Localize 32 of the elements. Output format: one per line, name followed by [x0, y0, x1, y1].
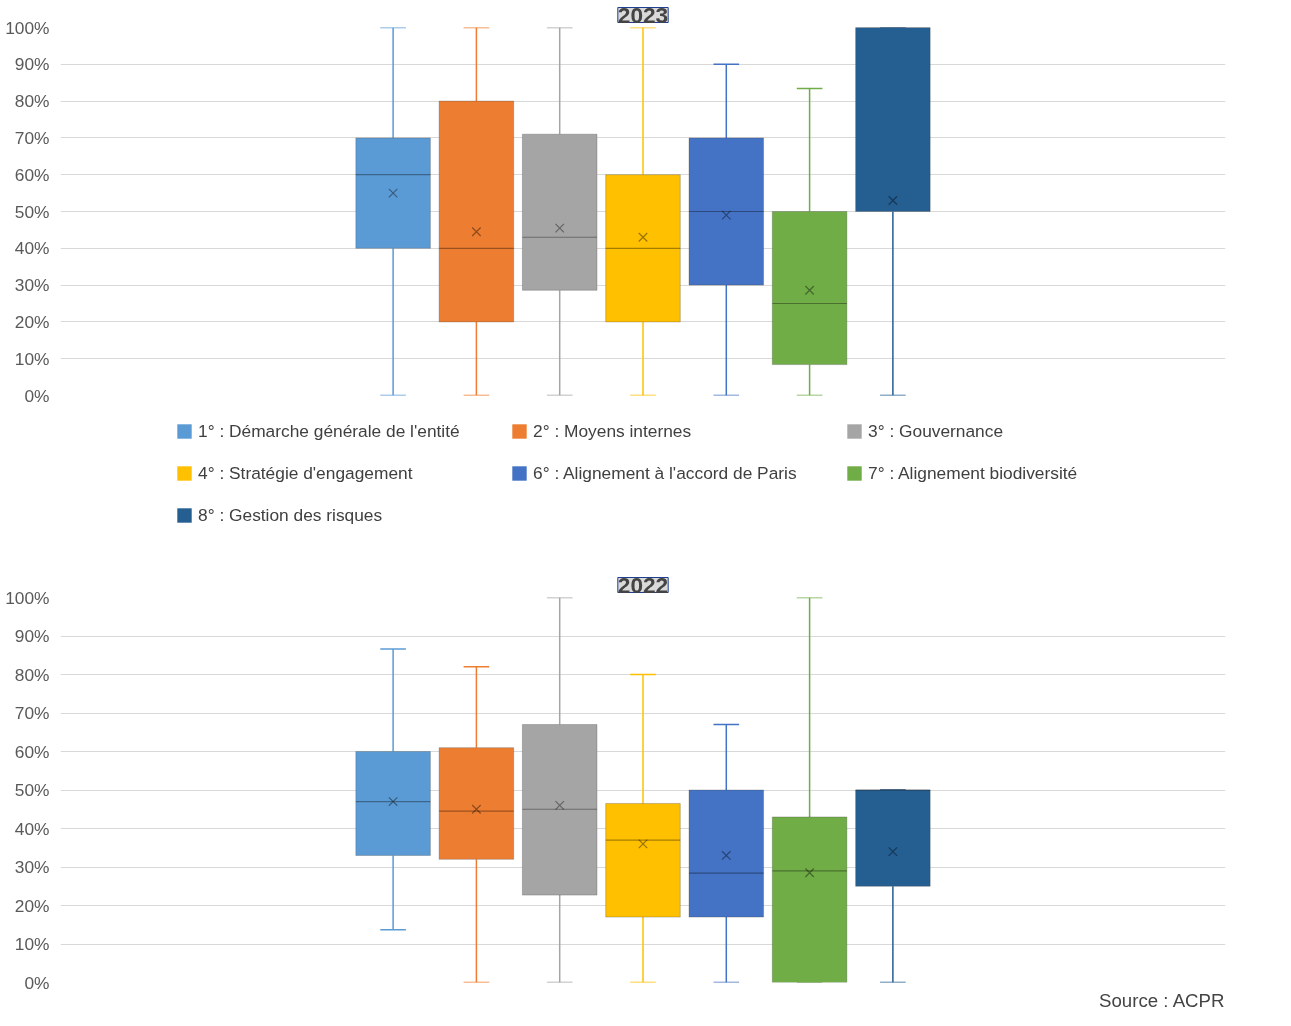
legend-label: 2° : Moyens internes — [533, 419, 693, 443]
chart-title: 2022 — [617, 571, 669, 598]
y-tick-label: 30% — [14, 857, 50, 877]
y-tick-label: 80% — [14, 91, 50, 112]
y-tick-label: 20% — [14, 895, 50, 916]
legend-label: 8° : Gestion des risques — [198, 503, 384, 527]
chart-title: 2023 — [617, 1, 669, 28]
y-tick-label: 90% — [14, 626, 50, 646]
y-tick-label: 60% — [14, 164, 50, 185]
y-tick-label: 10% — [14, 348, 50, 369]
y-tick-label: 40% — [14, 818, 50, 839]
legend-label: 1° : Démarche générale de l'entité — [198, 419, 461, 443]
source-note: Source : ACPR — [1099, 989, 1225, 1011]
y-tick-label: 10% — [14, 934, 50, 954]
legend-label: 3° : Gouvernance — [868, 419, 1005, 443]
y-tick-label: 80% — [14, 664, 50, 685]
y-tick-label: 50% — [14, 780, 50, 800]
y-tick-label: 100% — [5, 17, 50, 38]
y-tick-label: 0% — [24, 972, 50, 993]
y-tick-label: 90% — [14, 54, 50, 75]
y-tick-label: 0% — [24, 385, 50, 406]
y-tick-label: 100% — [5, 587, 50, 608]
legend-label: 6° : Alignement à l'accord de Paris — [533, 461, 798, 485]
legend-label: 7° : Alignement biodiversité — [868, 461, 1079, 485]
legend-label: 4° : Stratégie d'engagement — [198, 461, 414, 485]
y-tick-label: 20% — [14, 311, 50, 332]
y-tick-label: 70% — [14, 127, 50, 148]
y-tick-label: 30% — [14, 275, 50, 296]
y-tick-label: 40% — [14, 238, 50, 259]
y-tick-label: 60% — [14, 741, 50, 762]
y-tick-label: 50% — [14, 201, 50, 222]
y-tick-label: 70% — [14, 703, 50, 723]
